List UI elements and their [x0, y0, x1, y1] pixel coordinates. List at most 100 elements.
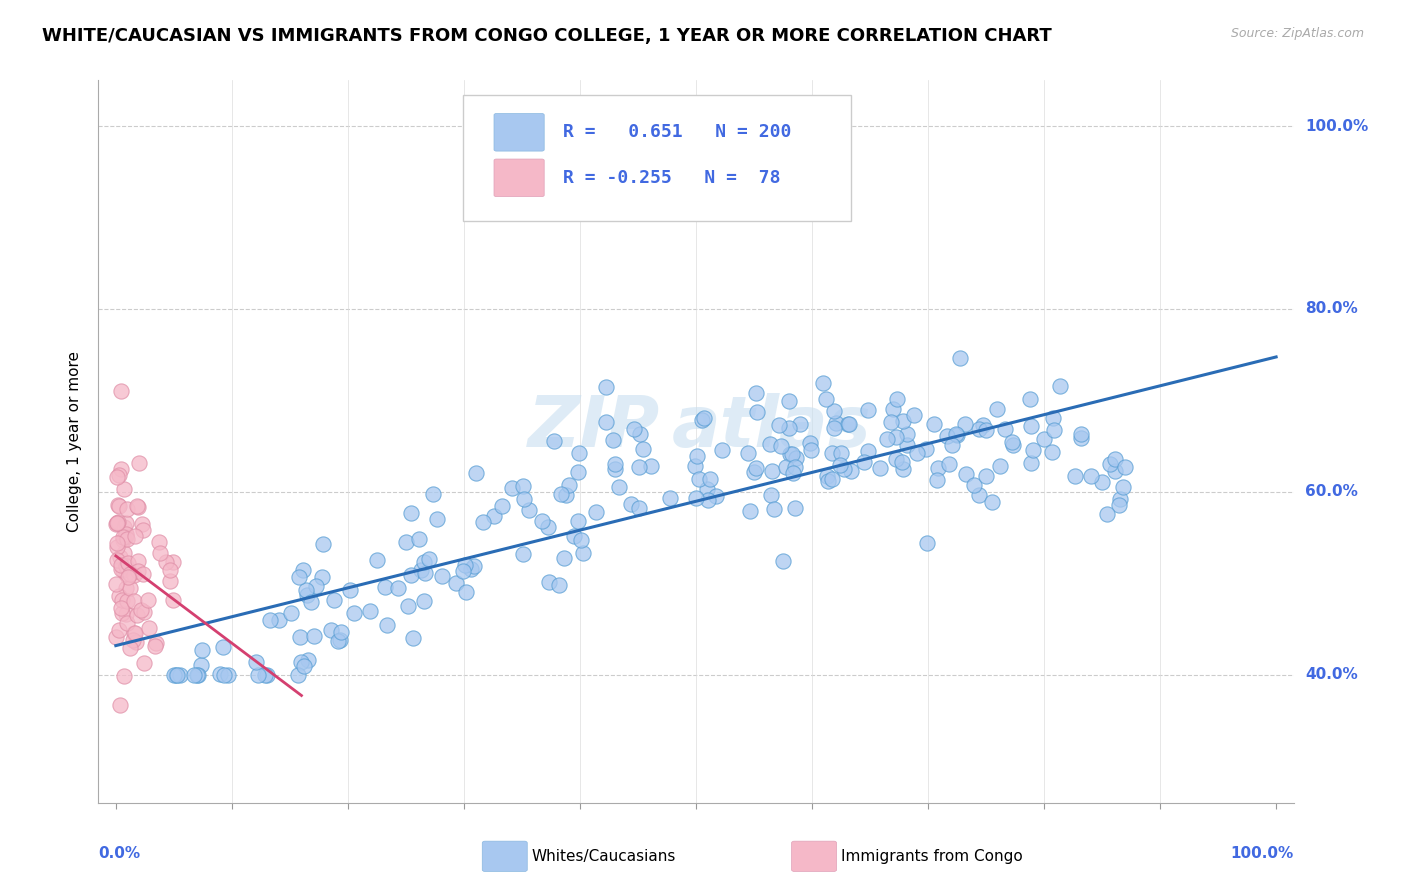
Point [569, 533, 592, 547]
Point [659, 491, 682, 505]
Point [988, 459, 1011, 474]
Point [159, 563, 181, 577]
Point [758, 436, 780, 450]
Point [925, 473, 948, 487]
Point [554, 488, 576, 502]
Point [704, 489, 727, 503]
Point [482, 508, 505, 523]
Point [761, 464, 783, 478]
Point [330, 625, 353, 640]
Point [463, 559, 485, 574]
Point [127, 553, 149, 567]
Point [115, 526, 138, 541]
Point [359, 604, 381, 618]
Point [155, 555, 177, 569]
Point [830, 446, 852, 460]
Point [759, 488, 782, 502]
Point [110, 384, 132, 399]
Point [550, 487, 572, 501]
Point [128, 456, 150, 470]
Point [800, 442, 823, 457]
Point [105, 540, 128, 554]
Point [1091, 475, 1114, 490]
Text: 100.0%: 100.0% [1230, 847, 1294, 861]
Point [460, 562, 482, 576]
Point [955, 467, 977, 482]
Point [915, 536, 938, 550]
Point [422, 487, 444, 501]
Point [129, 603, 152, 617]
Point [212, 667, 235, 681]
Point [938, 458, 960, 472]
Text: 100.0%: 100.0% [1306, 119, 1368, 134]
Point [768, 418, 790, 433]
Point [980, 494, 1002, 508]
Point [295, 588, 318, 602]
Point [162, 555, 184, 569]
Point [896, 438, 918, 452]
Point [869, 461, 891, 475]
Point [1001, 438, 1024, 452]
Point [311, 569, 333, 583]
Point [567, 465, 589, 479]
Point [783, 501, 806, 516]
Point [1108, 491, 1130, 506]
Point [896, 427, 918, 442]
Point [375, 618, 398, 632]
Point [165, 667, 187, 681]
Point [789, 417, 811, 431]
Point [1033, 432, 1056, 446]
Point [688, 472, 710, 486]
Point [280, 607, 302, 621]
Point [212, 640, 235, 654]
Point [876, 433, 898, 447]
Point [295, 583, 318, 598]
Point [329, 632, 352, 647]
Point [886, 430, 908, 444]
Point [399, 506, 422, 520]
Point [291, 563, 314, 577]
Point [118, 581, 141, 595]
FancyBboxPatch shape [494, 113, 544, 151]
Point [395, 535, 418, 549]
Point [821, 472, 844, 486]
Point [780, 447, 803, 461]
Point [297, 653, 319, 667]
Point [127, 499, 149, 513]
Point [690, 413, 713, 427]
Point [292, 658, 315, 673]
Point [125, 634, 148, 648]
Point [319, 624, 342, 638]
Point [839, 464, 862, 478]
Point [114, 530, 136, 544]
Point [471, 515, 494, 529]
Point [105, 516, 128, 530]
Point [304, 629, 326, 643]
Point [838, 417, 860, 432]
Point [696, 482, 718, 496]
Text: Immigrants from Congo: Immigrants from Congo [841, 849, 1022, 863]
Point [132, 523, 155, 537]
Point [444, 576, 467, 591]
FancyBboxPatch shape [463, 95, 852, 221]
Point [409, 563, 432, 577]
Point [602, 433, 624, 447]
Point [817, 474, 839, 488]
Point [418, 552, 440, 566]
Point [512, 479, 534, 493]
Point [117, 570, 139, 584]
Point [778, 421, 800, 435]
Point [112, 669, 135, 683]
Text: WHITE/CAUCASIAN VS IMMIGRANTS FROM CONGO COLLEGE, 1 YEAR OR MORE CORRELATION CHA: WHITE/CAUCASIAN VS IMMIGRANTS FROM CONGO… [42, 27, 1052, 45]
Point [686, 449, 709, 463]
Point [166, 667, 188, 681]
Point [905, 446, 928, 460]
Point [745, 386, 768, 401]
Point [259, 613, 281, 627]
Point [762, 501, 785, 516]
Point [114, 559, 136, 574]
Point [927, 461, 949, 475]
Point [903, 408, 925, 422]
Point [104, 577, 127, 591]
Point [603, 457, 626, 471]
